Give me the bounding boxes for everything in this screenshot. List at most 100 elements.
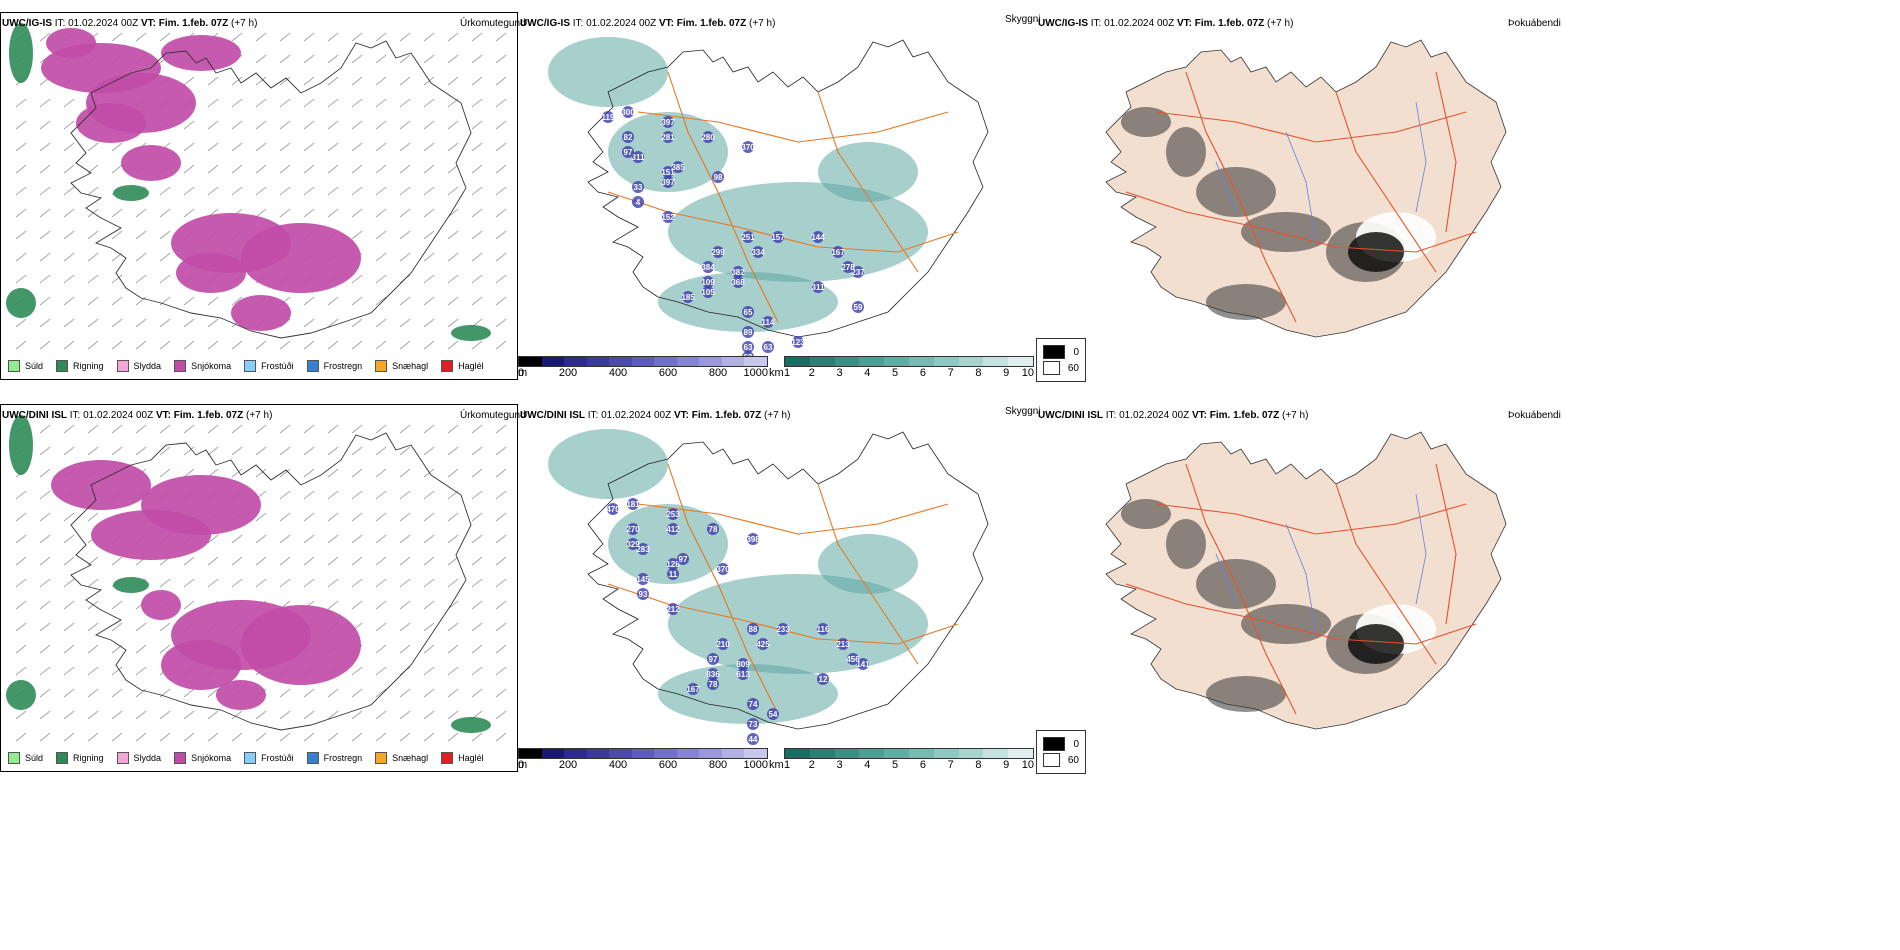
ceiling-cell [602, 111, 614, 123]
wind-barb [231, 76, 243, 86]
wind-barb [471, 340, 483, 350]
wind-barb [327, 186, 339, 196]
wind-barb [255, 54, 267, 64]
precip-legend-label: Haglél [458, 753, 484, 763]
colorbar-cell [609, 357, 632, 366]
wind-barb [423, 468, 435, 478]
ceiling-label: 11 [669, 570, 678, 579]
wind-barb [303, 556, 315, 566]
wind-barb [423, 340, 435, 350]
precip-legend-swatch [306, 360, 319, 372]
road [817, 91, 919, 273]
wind-barb [471, 230, 483, 240]
wind-barb [423, 318, 435, 328]
ceiling-label: 370 [741, 143, 755, 152]
wind-barb [495, 666, 507, 676]
wind-barb [495, 98, 507, 108]
precip-legend-label: Snjókoma [191, 753, 232, 763]
wind-barb [303, 340, 315, 350]
wind-barb [207, 578, 219, 588]
wind-barb [495, 710, 507, 720]
ceiling-cell [732, 266, 744, 278]
wind-barb [399, 490, 411, 500]
colorbar-tick: 10 [1021, 367, 1034, 379]
ceiling-cell [702, 276, 714, 288]
visibility-area [668, 574, 928, 674]
wind-barb [255, 732, 267, 742]
wind-barb [231, 142, 243, 152]
wind-barb [303, 446, 315, 456]
ceiling-label: 385 [671, 163, 685, 172]
rain-area [113, 577, 149, 593]
ceiling-cell [637, 543, 649, 555]
colorbar-cell [809, 357, 835, 366]
wind-barb [375, 732, 387, 742]
colorbar-cell [785, 749, 810, 758]
wind-barb [375, 600, 387, 610]
wind-barb [399, 512, 411, 522]
ceiling-cell [662, 176, 674, 188]
visibility-area [818, 142, 918, 202]
precip-legend-item: Slydda [116, 360, 162, 372]
wind-barb [15, 622, 27, 632]
wind-barb [375, 296, 387, 306]
precip-legend-item: Frostúði [244, 752, 294, 764]
wind-barb [279, 32, 291, 42]
wind-barb [183, 446, 195, 456]
ceiling-label: 613 [736, 670, 750, 679]
road [1335, 483, 1437, 665]
wind-barb [159, 340, 171, 350]
visibility-area [548, 37, 668, 107]
wind-barb [159, 252, 171, 262]
wind-barb [279, 732, 291, 742]
wind-barb [327, 732, 339, 742]
wind-barb [303, 732, 315, 742]
ceiling-cell [672, 161, 684, 173]
rain-area [113, 185, 149, 201]
wind-barb [183, 688, 195, 698]
colorbar-tick: 10 [1021, 759, 1034, 771]
wind-barb [207, 120, 219, 130]
precip-legend-label: Slydda [133, 361, 162, 371]
wind-barb [495, 164, 507, 174]
visibility-map-row1: 300 397 82 280 370 311 119 281 97 151 33 385 98 397 4 1… [548, 37, 989, 363]
wind-barb [39, 490, 51, 500]
wind-barb [399, 340, 411, 350]
wind-barb [327, 98, 339, 108]
precip-legend-item: Rigning [56, 752, 104, 764]
wind-barb [15, 318, 27, 328]
fog-area [1241, 604, 1331, 644]
wind-barb [135, 622, 147, 632]
wind-barb [111, 446, 123, 456]
wind-barb [159, 296, 171, 306]
colorbar-cell [983, 749, 1009, 758]
wind-barb [15, 98, 27, 108]
wind-barb [375, 622, 387, 632]
ceiling-label: 78 [709, 680, 718, 689]
wind-barb [183, 186, 195, 196]
wind-barb [351, 556, 363, 566]
precip-legend-label: Rigning [73, 753, 104, 763]
wind-barb [87, 732, 99, 742]
wind-barb [15, 534, 27, 544]
colorbar-cell [859, 749, 885, 758]
wind-barb [63, 274, 75, 284]
colorbar-cell [519, 357, 542, 366]
wind-barb [111, 296, 123, 306]
colorbar-cell [654, 749, 677, 758]
wind-barb [351, 600, 363, 610]
wind-barb [63, 252, 75, 262]
ceiling-label: 109 [701, 278, 715, 287]
wind-barb [471, 252, 483, 262]
precip-legend-item: Frostregn [306, 752, 363, 764]
wind-barb [39, 340, 51, 350]
ceiling-label: 370 [716, 565, 730, 574]
ceiling-cell [792, 336, 804, 348]
precip-legend-label: Frostregn [323, 753, 363, 763]
wind-barb [471, 120, 483, 130]
wind-barb [375, 120, 387, 130]
wind-barb [495, 600, 507, 610]
ceiling-cell [627, 523, 639, 535]
precip-legend-item: Frostúði [244, 360, 294, 372]
visibility-unit-row2: km [769, 759, 784, 771]
